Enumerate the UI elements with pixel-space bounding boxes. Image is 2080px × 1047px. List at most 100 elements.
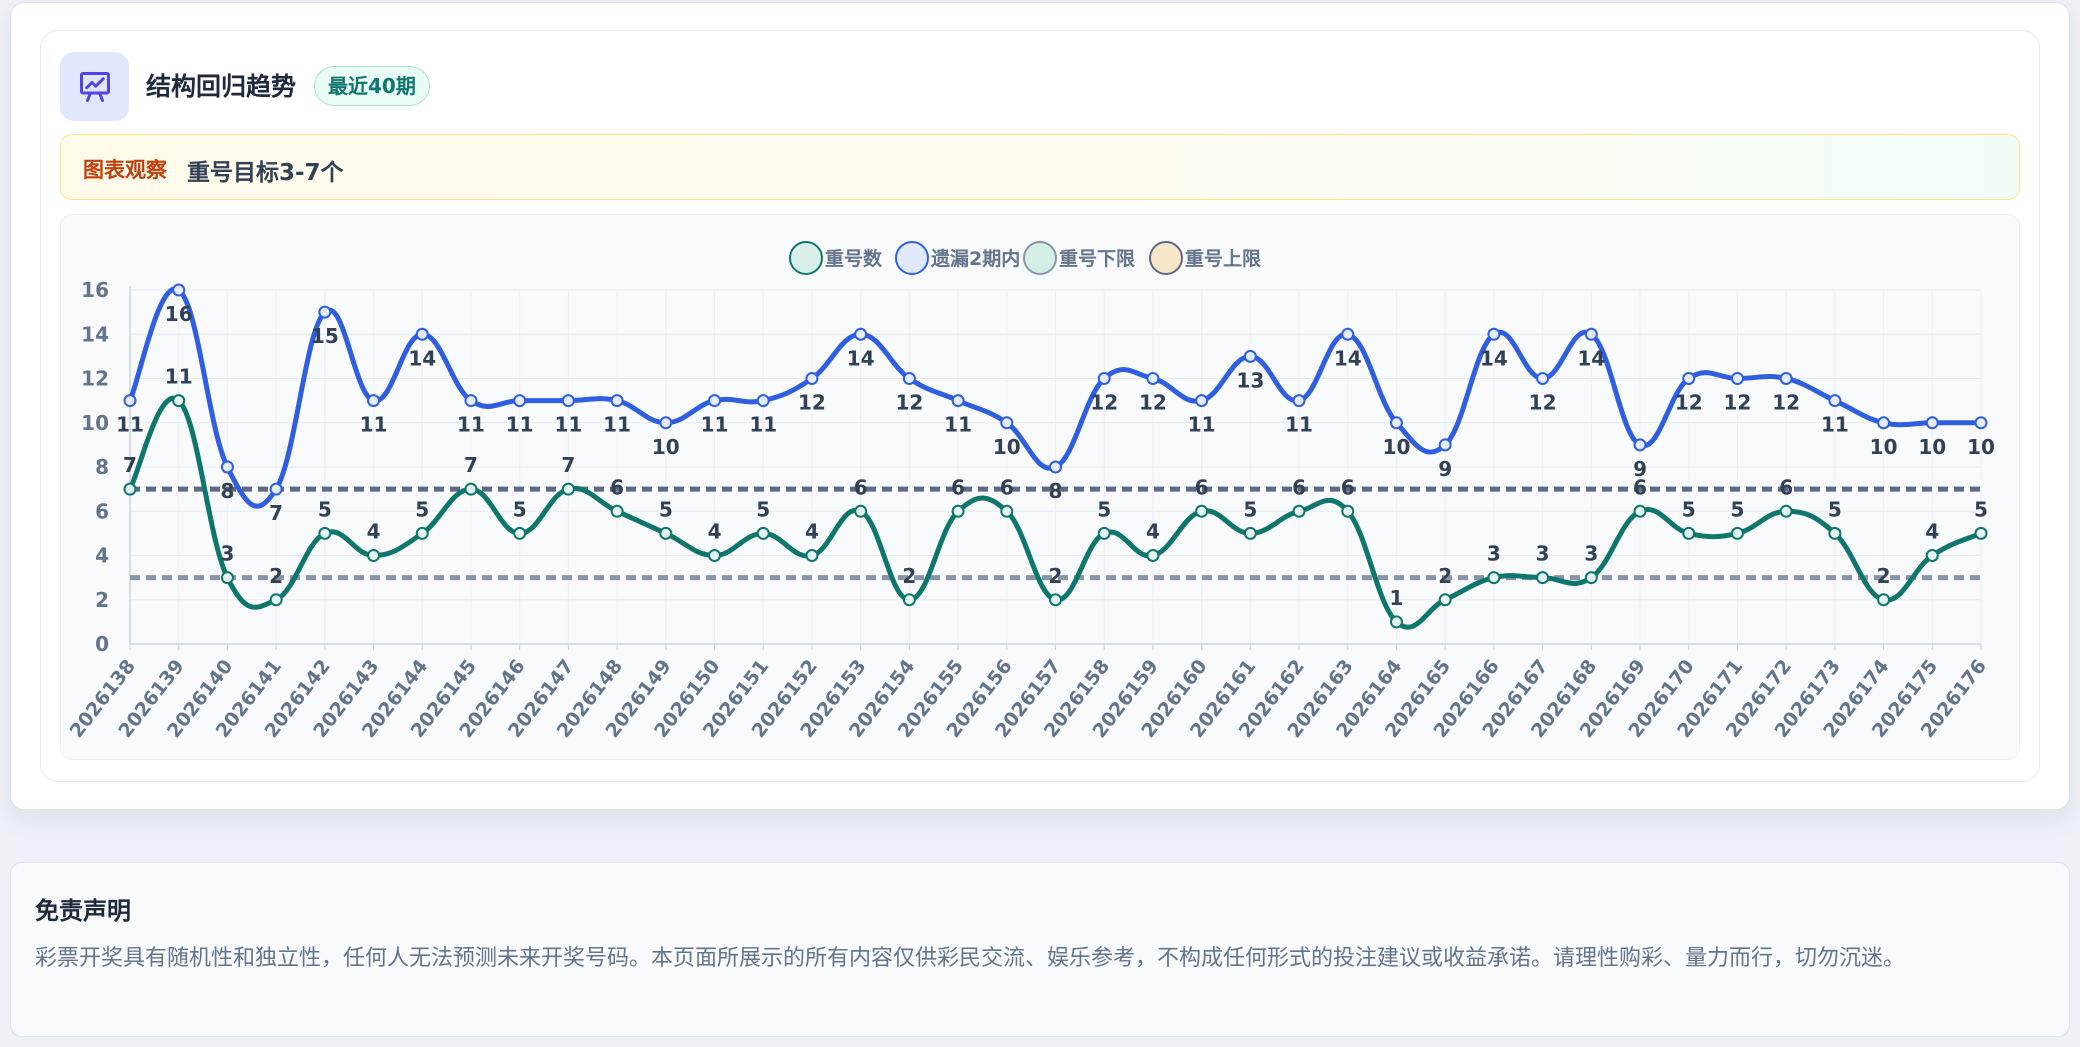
data-label: 14: [1577, 346, 1605, 370]
data-label: 10: [652, 435, 680, 459]
data-point: [1438, 593, 1452, 607]
legend-label: 重号数: [825, 247, 883, 270]
data-point: [1000, 504, 1014, 518]
data-label: 11: [749, 413, 777, 437]
section-title: 结构回归趋势: [146, 72, 297, 101]
data-label: 11: [116, 413, 144, 437]
data-label: 6: [1195, 475, 1209, 499]
data-label: 14: [1480, 346, 1508, 370]
data-point: [1974, 416, 1988, 430]
data-point: [1877, 416, 1891, 430]
data-point: [561, 482, 575, 496]
data-point: [1341, 504, 1355, 518]
data-label: 6: [1633, 475, 1647, 499]
disclaimer-title: 免责声明: [35, 897, 131, 925]
data-label: 4: [1146, 520, 1160, 544]
data-label: 5: [1828, 497, 1842, 521]
data-point: [1682, 526, 1696, 540]
data-point: [367, 549, 381, 562]
data-label: 8: [1049, 479, 1063, 503]
data-label: 2: [269, 564, 283, 588]
data-label: 10: [1918, 435, 1946, 459]
data-label: 2: [1877, 564, 1891, 588]
observation-text: 重号目标3-7个: [187, 160, 344, 186]
data-label: 11: [165, 365, 193, 389]
data-label: 3: [1584, 542, 1598, 566]
y-tick-label: 0: [95, 632, 109, 656]
data-label: 10: [993, 435, 1021, 459]
data-point: [1243, 349, 1257, 363]
series-missing-within-2: [123, 283, 1988, 509]
data-label: 11: [506, 413, 534, 437]
data-point: [951, 394, 965, 408]
data-point: [659, 526, 673, 540]
data-point: [220, 460, 234, 474]
data-label: 5: [659, 497, 673, 521]
data-label: 5: [415, 497, 429, 521]
data-label: 11: [701, 413, 729, 437]
legend-item: 重号数: [789, 241, 883, 275]
data-point: [1000, 416, 1014, 430]
data-point: [561, 394, 575, 408]
data-point: [854, 504, 868, 518]
legend-item: 重号上限: [1149, 241, 1261, 275]
y-tick-label: 2: [95, 588, 109, 612]
observation-label: 图表观察: [83, 158, 167, 182]
data-label: 4: [708, 520, 722, 544]
data-point: [1146, 372, 1160, 385]
series-repeat-count: [123, 394, 1988, 630]
data-label: 8: [220, 479, 234, 503]
data-point: [1049, 460, 1062, 474]
legend-swatch: [1023, 241, 1057, 275]
data-point: [1974, 526, 1988, 540]
data-point: [1828, 526, 1842, 540]
legend-item: 遗漏2期内: [895, 241, 1020, 275]
data-point: [1049, 593, 1062, 607]
data-point: [756, 526, 770, 540]
data-point: [1243, 526, 1257, 540]
data-label: 6: [1341, 475, 1355, 499]
data-point: [123, 394, 137, 408]
data-label: 6: [854, 475, 868, 499]
data-label: 5: [318, 497, 332, 521]
data-point: [1779, 504, 1793, 518]
data-point: [805, 372, 819, 385]
data-label: 4: [367, 520, 381, 544]
data-label: 6: [610, 475, 624, 499]
data-label: 12: [1675, 391, 1703, 415]
data-label: 14: [1334, 346, 1362, 370]
data-point: [1292, 504, 1306, 518]
data-point: [1389, 416, 1403, 430]
data-label: 11: [1821, 413, 1849, 437]
data-point: [269, 593, 283, 607]
data-point: [610, 394, 624, 408]
data-label: 12: [895, 391, 923, 415]
data-label: 11: [1188, 413, 1216, 437]
period-badge: 最近40期: [314, 66, 430, 106]
data-label: 5: [1097, 497, 1111, 521]
trend-line-chart: 0246810121416202613820261392026140202614…: [66, 241, 1995, 742]
data-point: [1828, 394, 1842, 408]
data-label: 2: [902, 564, 916, 588]
data-label: 7: [269, 501, 283, 525]
y-tick-label: 6: [95, 499, 109, 523]
data-label: 4: [1925, 520, 1939, 544]
data-label: 10: [1383, 435, 1411, 459]
data-point: [1730, 372, 1744, 385]
data-point: [1487, 327, 1501, 341]
data-label: 5: [1730, 497, 1744, 521]
y-tick-label: 8: [95, 455, 109, 479]
data-point: [318, 305, 332, 319]
data-point: [756, 394, 770, 408]
data-point: [464, 394, 478, 408]
data-point: [1536, 372, 1550, 385]
series-line: [127, 395, 1983, 630]
data-label: 5: [1682, 497, 1696, 521]
data-point: [172, 283, 186, 297]
data-point: [1195, 394, 1209, 408]
legend-swatch: [895, 241, 929, 275]
data-label: 12: [798, 391, 826, 415]
data-point: [123, 482, 137, 496]
data-label: 10: [1967, 435, 1995, 459]
